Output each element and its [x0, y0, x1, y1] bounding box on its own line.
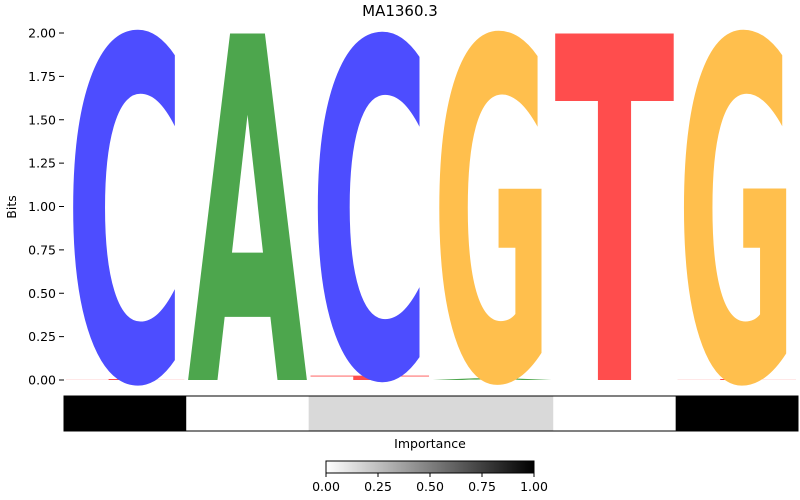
colorbar-tick-label: 0.50 [416, 479, 444, 494]
y-tick-label: 0.25 [28, 329, 56, 344]
logo-letter-A: A [432, 378, 552, 381]
importance-colorbar: 0.00 0.25 0.50 0.75 1.00 [312, 460, 548, 494]
y-tick-label: 0.75 [28, 242, 56, 257]
logo-letter-T: T [310, 375, 430, 382]
importance-cell [308, 396, 431, 431]
y-tick-label: 2.00 [28, 26, 56, 41]
y-axis-label: Bits [4, 195, 19, 218]
colorbar-tick-label: 0.00 [312, 479, 340, 494]
importance-strip-border [63, 395, 799, 432]
chart-title: MA1360.3 [362, 2, 438, 20]
y-tick-label: 0.50 [28, 286, 56, 301]
y-tick-label: 0.00 [28, 373, 56, 388]
importance-cell [186, 396, 309, 431]
colorbar-tick-label: 1.00 [520, 479, 548, 494]
y-tick-label: 1.00 [28, 199, 56, 214]
colorbar-tick-label: 0.25 [364, 479, 392, 494]
colorbar-gradient [325, 460, 535, 474]
y-tick-label: 1.50 [28, 112, 56, 127]
importance-label: Importance [394, 436, 466, 451]
importance-strip [63, 395, 799, 432]
y-tick-label: 1.75 [28, 69, 56, 84]
logo-letter-T: T [677, 379, 797, 381]
importance-cell [431, 396, 554, 431]
logo-letter-T: T [65, 379, 185, 381]
importance-cell [675, 396, 798, 431]
y-axis: 0.00 0.25 0.50 0.75 1.00 1.25 1.50 1.75 2.00 [28, 26, 64, 388]
importance-cell [64, 396, 187, 431]
importance-cell [553, 396, 676, 431]
colorbar-tick-label: 0.75 [468, 479, 496, 494]
y-tick-label: 1.25 [28, 156, 56, 171]
